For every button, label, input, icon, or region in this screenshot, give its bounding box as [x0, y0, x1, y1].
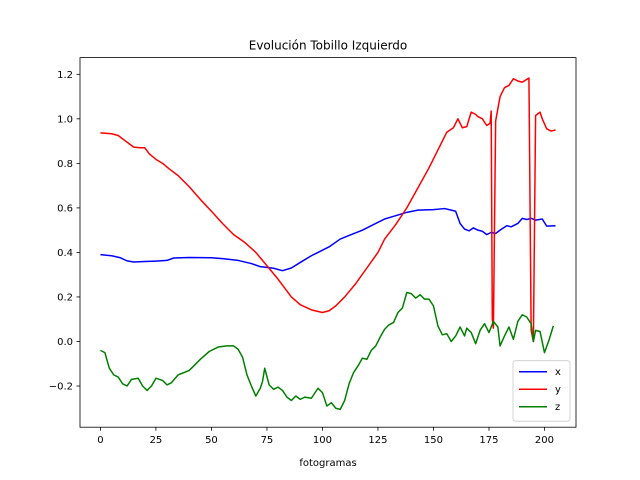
plot-frame: [79, 57, 577, 428]
legend-label-z: z: [555, 402, 560, 413]
legend-label-x: x: [555, 367, 561, 378]
x-tick-label: 75: [261, 435, 274, 446]
x-tick-label: 100: [313, 435, 332, 446]
y-tick-label: 0.6: [57, 203, 73, 214]
y-tick-label: 0.0: [57, 337, 73, 348]
x-axis: 0 25 50 75 100 125 150 175 200: [97, 427, 554, 446]
x-tick-label: 125: [368, 435, 387, 446]
plot-area: [100, 77, 556, 411]
series-line-x: [100, 207, 556, 272]
legend: xyz: [512, 360, 571, 422]
legend-label-y: y: [555, 385, 561, 396]
series-line-z: [100, 291, 555, 411]
x-tick-label: 25: [150, 435, 163, 446]
x-tick-label: 0: [97, 435, 103, 446]
y-tick-label: −0.2: [49, 382, 73, 393]
x-tick-label: 200: [535, 435, 554, 446]
legend-box: [512, 360, 571, 422]
y-tick-label: 0.4: [57, 248, 73, 259]
y-axis: −0.2 0.0 0.2 0.4 0.6 0.8 1.0 1.2: [49, 70, 80, 393]
chart-title: Evolución Tobillo Izquierdo: [249, 39, 408, 53]
y-tick-label: 0.2: [57, 292, 73, 303]
x-tick-label: 175: [479, 435, 498, 446]
x-axis-label: fotogramas: [299, 458, 356, 469]
y-tick-label: 0.8: [57, 159, 73, 170]
x-tick-label: 150: [424, 435, 443, 446]
series-line-y: [100, 77, 556, 343]
y-tick-label: 1.0: [57, 114, 73, 125]
y-tick-label: 1.2: [57, 70, 73, 81]
x-tick-label: 50: [205, 435, 218, 446]
